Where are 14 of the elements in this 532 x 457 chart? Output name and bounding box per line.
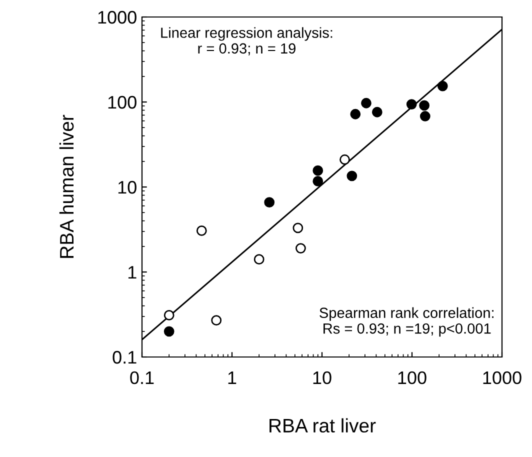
- x-tick-label: 1: [228, 372, 236, 384]
- y-tick-label: 1000: [98, 10, 136, 24]
- x-tick-label: 0.1: [130, 371, 154, 384]
- x-tick-label: 100: [398, 371, 426, 384]
- annotation: Linear regression analysis: r = 0.93; n = 19: [161, 27, 332, 56]
- y-tick-label: 1: [128, 266, 136, 279]
- y-axis-title: RBA human liver: [59, 114, 74, 258]
- y-tick-label: 100: [108, 96, 136, 109]
- x-tick-label: 10: [313, 371, 332, 384]
- annotation: Spearman rank correlation: Rs = 0.93; n =19; p<0.001: [320, 307, 494, 337]
- y-tick-label: 0.1: [112, 350, 136, 364]
- x-axis-title: RBA rat liver: [270, 418, 376, 433]
- x-tick-label: 1000: [483, 371, 522, 384]
- y-tick-label: 10: [118, 180, 136, 194]
